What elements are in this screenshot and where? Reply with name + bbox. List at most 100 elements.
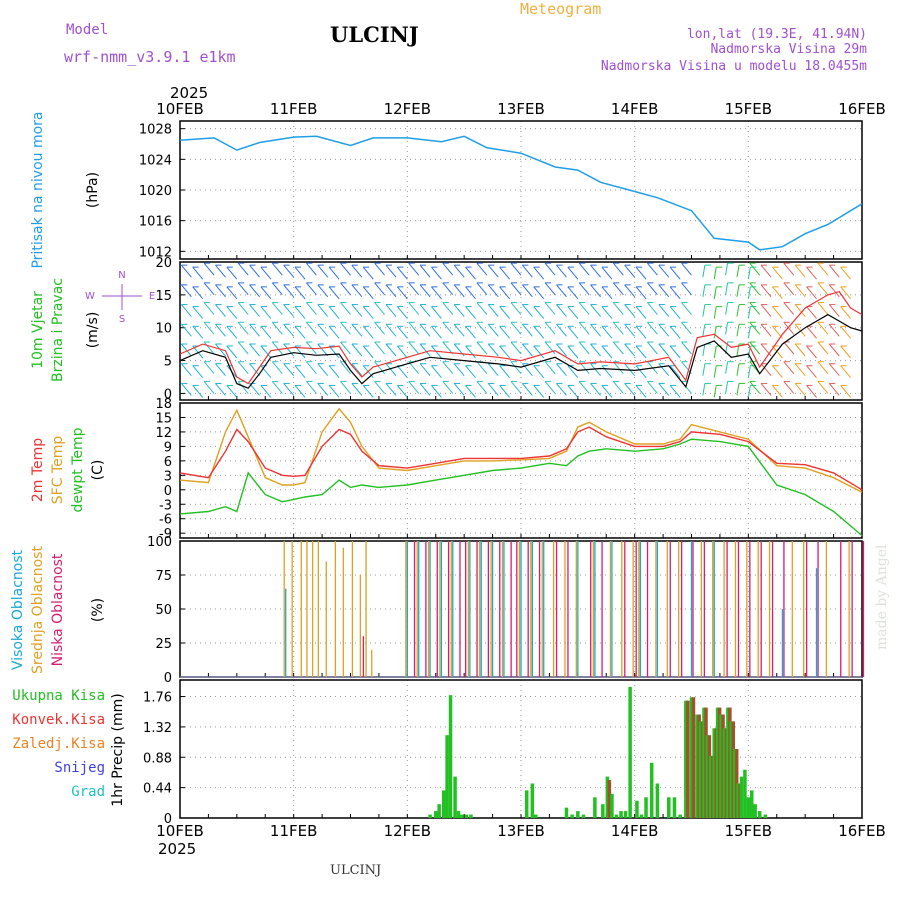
precip-total-bar [619,811,623,818]
wind-barb [260,325,272,339]
precip-total-bar [695,714,699,818]
wind-barb [806,385,817,398]
wind-barb [806,325,817,339]
wind-barb [294,325,306,339]
wind-barb [556,284,567,298]
temp-2m-line [179,426,863,491]
sfc-temp-line [179,407,863,493]
wind-barb [226,266,238,280]
wind-barb [624,264,636,278]
top-year: 2025 [170,84,208,102]
wind-barb [590,363,601,377]
wind-barb [817,361,829,375]
wind-barb [601,306,613,319]
wind-barb [601,325,613,339]
wind-barb [760,383,772,396]
wind-barb [362,286,374,300]
wind-barb [328,345,340,359]
bottom-tick-label: 10FEB [156,822,203,840]
wind-barb [306,361,317,375]
wind-barb [681,341,692,355]
bottom-tick-label: 16FEB [838,822,885,840]
wind-barb [713,326,717,339]
precip-total-bar [702,707,706,818]
wind-barb [180,304,192,317]
wind-barb [317,383,329,396]
wind-barb [544,321,556,335]
wind-barb [487,383,499,396]
wind-barb [271,361,283,375]
wind-barb [192,266,204,280]
wind-barb [828,264,840,278]
wind-barb [374,321,385,335]
wind-barb [635,325,647,339]
wind-barb [271,381,283,394]
wind-barb [294,286,306,300]
y-tick-label: 15 [155,411,172,426]
precip-total-bar [635,800,639,818]
wind-barb [453,264,465,278]
wind-barb [385,284,397,298]
wind-barb [294,365,306,379]
station-elevation: Nadmorska Visina 29m [710,42,867,57]
wind-barb [736,363,740,376]
wind-barb [567,345,579,359]
wind-barb [658,343,670,357]
wind-barb [476,282,488,296]
wind-barb [476,341,488,355]
precipitation-panel: 1.76 1.32 0.88 0.44 0 Ukupna Kisa Konvek.Kisa Z… [12,679,863,827]
wind-barb [806,345,817,359]
wind-barb [294,385,306,398]
y-tick-label: 1016 [139,215,172,230]
wind-barb [408,262,420,276]
wind-barb [215,284,226,298]
wind-barb [533,306,545,319]
wind-barb [725,302,729,315]
wind-barbs [180,262,852,398]
wind-barb [556,323,567,337]
wind-barb [476,321,488,335]
wind-barb [772,345,783,359]
wind-barb [521,284,533,298]
wind-barb [294,266,306,280]
wind-barb [806,286,817,300]
wind-barb [249,323,260,337]
wind-barb [578,262,590,276]
wind-barb [476,262,488,276]
y-tick-label: -3 [159,498,172,513]
wind-barb [590,383,601,396]
wind-barb [794,363,806,377]
precip-legend-1: Ukupna Kisa [12,688,105,704]
precip-total-bar [453,776,457,818]
wind-barb [203,282,215,296]
wind-barb [203,381,215,394]
wind-barb [840,385,852,398]
wind-barb [283,264,295,278]
precip-convective-bar [607,780,612,818]
model-elevation: Nadmorska Visina u modelu 18.0455m [601,59,867,74]
wind-barb [647,262,658,276]
precip-total-bar [610,793,614,818]
wind-barb [396,286,408,300]
wind-barb [192,286,204,300]
wind-barb [408,321,420,335]
wind-barb [817,262,829,276]
wind-barb [635,345,647,359]
temp-units: (C) [90,460,106,481]
wind-barb [713,267,717,280]
wind-barb [510,302,522,315]
wind-barb [647,321,658,335]
wind-barb [669,365,681,379]
wind-barb [442,381,454,394]
wind-barb [442,341,454,355]
wind-barb [294,306,306,319]
precip-total-bar [732,749,737,818]
cloud-units: (%) [90,598,106,622]
wind-barb [396,266,408,280]
wind-barb [260,266,272,280]
wind-barb [725,282,729,295]
wind-barb [736,284,740,297]
wind-barb [385,264,397,278]
wind-barb [271,302,283,315]
wind-barb [635,365,647,379]
